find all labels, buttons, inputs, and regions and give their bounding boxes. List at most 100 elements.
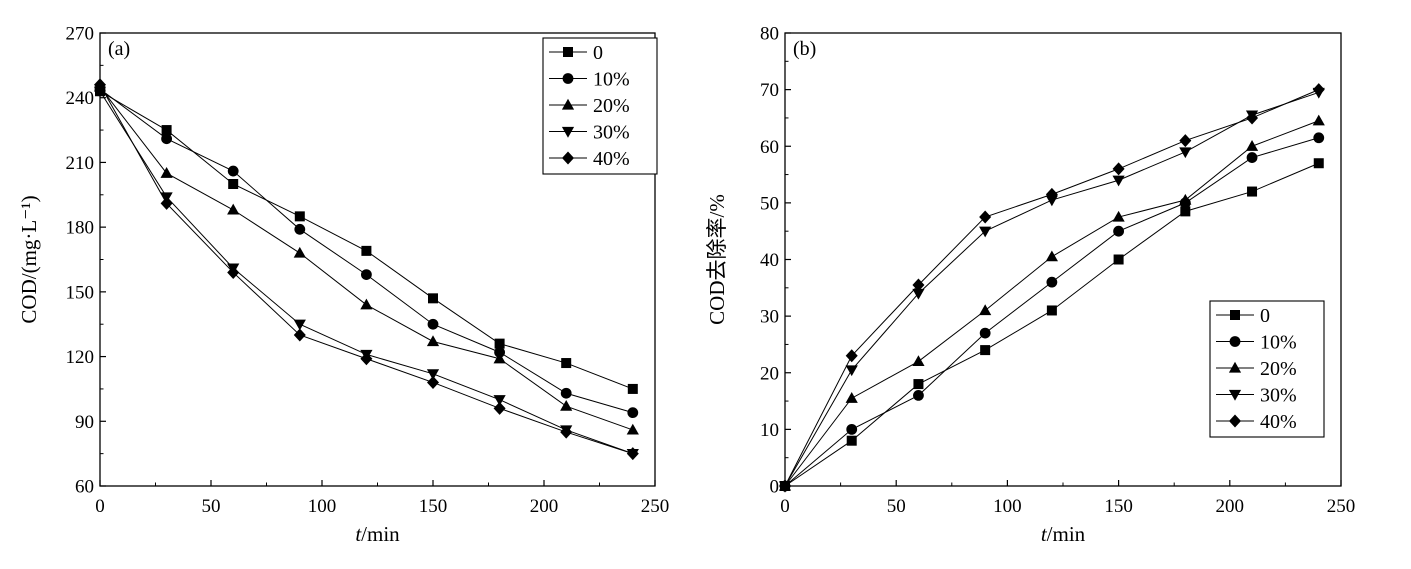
data-point bbox=[560, 399, 573, 411]
legend-label: 10% bbox=[1260, 332, 1297, 354]
legend-label: 20% bbox=[1260, 358, 1297, 380]
data-point bbox=[626, 447, 639, 461]
data-point bbox=[1313, 132, 1325, 144]
x-axis-label: t/min bbox=[355, 522, 400, 546]
legend-label: 0 bbox=[593, 42, 603, 64]
series-4 bbox=[94, 78, 639, 461]
data-point bbox=[426, 335, 440, 347]
data-point bbox=[913, 379, 924, 390]
y-tick-label: 50 bbox=[760, 193, 779, 214]
panel-label: (b) bbox=[793, 38, 816, 60]
y-tick-label: 90 bbox=[75, 412, 94, 433]
legend-item: 40% bbox=[549, 148, 630, 170]
legend-marker bbox=[1228, 361, 1242, 373]
legend-item: 30% bbox=[1216, 385, 1297, 407]
y-tick-label: 0 bbox=[770, 477, 780, 498]
data-point bbox=[494, 346, 505, 358]
legend-label: 20% bbox=[593, 95, 630, 117]
legend: 0 10% 20% 30% 40% bbox=[1209, 300, 1325, 438]
data-point bbox=[1245, 140, 1259, 151]
data-point bbox=[1046, 305, 1057, 316]
data-point bbox=[294, 223, 306, 235]
x-tick-label: 100 bbox=[993, 496, 1022, 517]
legend-label: 30% bbox=[1260, 385, 1297, 407]
data-point bbox=[493, 352, 506, 364]
data-point bbox=[560, 387, 572, 399]
data-point bbox=[160, 167, 173, 178]
x-tick-label: 50 bbox=[202, 496, 221, 517]
data-point bbox=[160, 196, 173, 210]
legend-label: 10% bbox=[593, 69, 630, 91]
legend-item: 0 bbox=[1216, 305, 1270, 327]
data-point bbox=[428, 293, 438, 304]
legend-marker bbox=[1229, 414, 1241, 428]
y-tick-label: 80 bbox=[760, 24, 779, 45]
chart-panel-b: 0 50 100 150 200 250 0 10 20 30 40 50 60 70 80 t/min COD… bbox=[705, 24, 1355, 547]
legend-marker bbox=[1230, 310, 1240, 320]
data-point bbox=[1179, 147, 1192, 159]
data-point bbox=[1179, 134, 1192, 148]
data-point bbox=[1246, 111, 1259, 125]
data-point bbox=[427, 318, 439, 330]
y-tick-label: 270 bbox=[66, 24, 95, 45]
legend-item: 20% bbox=[549, 95, 630, 117]
data-point bbox=[979, 304, 992, 316]
data-point bbox=[293, 246, 306, 258]
data-point bbox=[293, 328, 306, 342]
x-tick-label: 50 bbox=[887, 496, 906, 517]
data-point bbox=[1312, 83, 1325, 97]
data-point bbox=[627, 383, 638, 394]
legend: 0 10% 20% 30% 40% bbox=[542, 37, 658, 175]
y-axis-label: COD/(mg·L⁻¹) bbox=[17, 195, 41, 323]
data-point bbox=[561, 358, 572, 369]
data-point bbox=[161, 125, 172, 136]
legend-item: 20% bbox=[1216, 358, 1297, 380]
data-point bbox=[1046, 276, 1058, 288]
legend-item: 10% bbox=[549, 69, 630, 91]
data-point bbox=[494, 338, 505, 349]
y-axis-label: COD去除率/% bbox=[705, 194, 729, 325]
y-tick-label: 40 bbox=[760, 250, 779, 271]
y-tick-label: 240 bbox=[66, 88, 95, 109]
data-point bbox=[913, 390, 924, 401]
x-axis-label: t/min bbox=[1041, 522, 1086, 546]
data-point bbox=[912, 288, 925, 300]
x-tick-label: 100 bbox=[308, 496, 337, 517]
legend-item: 10% bbox=[1216, 332, 1297, 354]
y-tick-label: 60 bbox=[75, 477, 94, 498]
y-tick-label: 60 bbox=[760, 137, 779, 158]
data-point bbox=[1180, 206, 1191, 217]
data-point bbox=[980, 345, 991, 356]
y-tick-label: 120 bbox=[66, 347, 95, 368]
data-point bbox=[1112, 162, 1125, 176]
data-point bbox=[361, 245, 372, 256]
legend-marker bbox=[561, 98, 575, 110]
x-axis-label-unit: /min bbox=[1047, 522, 1086, 546]
y-tick-label: 180 bbox=[66, 218, 95, 239]
legend-marker bbox=[1228, 389, 1242, 401]
x-tick-label: 0 bbox=[95, 496, 105, 517]
y-tick-label: 30 bbox=[760, 307, 779, 328]
x-tick-label: 200 bbox=[1216, 496, 1245, 517]
data-point bbox=[912, 355, 925, 367]
y-tick-label: 210 bbox=[66, 153, 95, 174]
data-point bbox=[846, 435, 857, 446]
data-point bbox=[360, 298, 373, 310]
x-tick-label: 150 bbox=[419, 496, 448, 517]
y-tick-label: 150 bbox=[66, 282, 95, 303]
data-point bbox=[1179, 193, 1192, 205]
data-point bbox=[979, 226, 992, 238]
data-point bbox=[1112, 210, 1125, 222]
data-point bbox=[1247, 186, 1258, 197]
data-point bbox=[979, 327, 991, 339]
series-2 bbox=[778, 114, 1325, 491]
legend-label: 30% bbox=[593, 122, 630, 144]
data-point bbox=[227, 165, 239, 177]
data-point bbox=[227, 203, 240, 215]
data-point bbox=[427, 375, 439, 389]
data-point bbox=[1246, 152, 1258, 163]
chart-panel-a: 0 50 100 150 200 250 60 90 120 150 180 210 240 270 t/m… bbox=[17, 24, 669, 547]
legend-label: 40% bbox=[1260, 411, 1297, 433]
data-point bbox=[1113, 225, 1124, 237]
legend-marker bbox=[1229, 336, 1241, 347]
